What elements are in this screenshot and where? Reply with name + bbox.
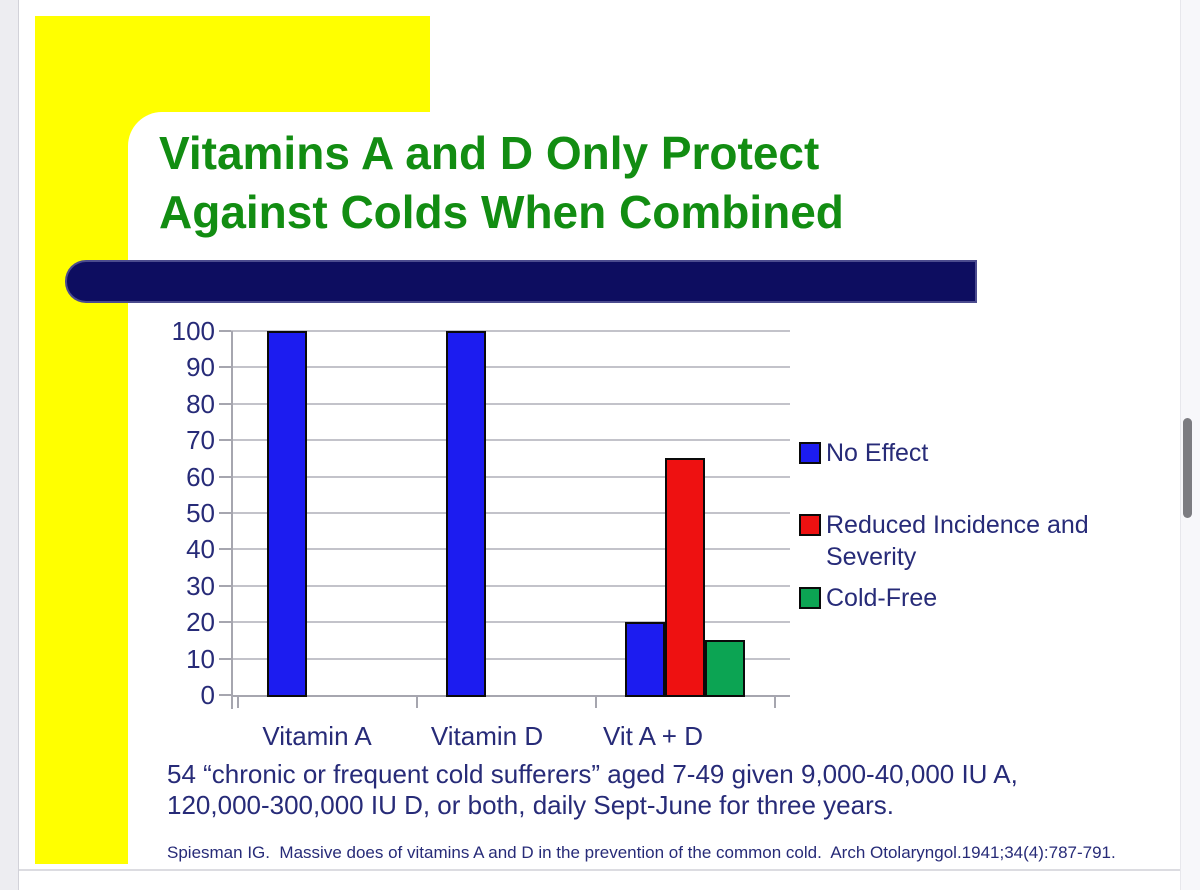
y-gridline: [231, 439, 790, 442]
y-axis-line: [231, 331, 233, 709]
citation-text: Spiesman IG. Massive does of vitamins A …: [167, 843, 1116, 862]
y-axis-tick: [219, 475, 231, 478]
y-axis-tick: [219, 512, 231, 514]
legend-swatch-reduced-incidence-and-severity: [799, 514, 821, 536]
y-axis-label: 30: [186, 570, 215, 601]
legend-item-cold-free: Cold-Free: [799, 582, 1151, 614]
scrollbar-thumb[interactable]: [1183, 418, 1192, 518]
legend-label-no-effect: No Effect: [826, 439, 929, 467]
y-axis-label: 60: [186, 461, 215, 492]
y-gridline: [231, 548, 790, 551]
bar-vit-a-d-reduced-incidence-and-severity: [665, 458, 705, 697]
bottom-divider: [18, 869, 1181, 871]
y-axis-label: 10: [186, 643, 215, 674]
scrollbar-track[interactable]: [1180, 0, 1200, 890]
y-axis-label: 50: [186, 498, 215, 528]
y-gridline: [231, 330, 790, 332]
y-axis-tick: [219, 330, 231, 332]
y-axis-tick: [219, 657, 231, 660]
legend-label-reduced-incidence-and-severity: Reduced Incidence and Severity: [826, 511, 1089, 571]
legend-label-cold-free: Cold-Free: [826, 584, 938, 612]
x-axis-tick: [595, 697, 597, 708]
y-axis-label: 20: [186, 607, 215, 638]
bar-vitamin-a-no-effect: [267, 331, 307, 697]
study-description: 54 “chronic or frequent cold sufferers” …: [167, 759, 1018, 821]
y-axis-label: 40: [186, 534, 215, 565]
y-axis-tick: [219, 694, 231, 696]
y-gridline: [231, 366, 790, 369]
x-axis-label-vit-a-d: Vit A + D: [603, 721, 703, 751]
y-axis-tick: [219, 548, 231, 551]
slide-title-line-1: Vitamins A and D Only Protect: [159, 127, 820, 179]
y-gridline: [231, 621, 790, 624]
x-axis-tick: [774, 697, 776, 708]
y-gridline: [231, 402, 790, 405]
y-axis-tick: [219, 366, 231, 369]
study-description-line-1: 54 “chronic or frequent cold sufferers” …: [167, 759, 1018, 789]
y-axis-label: 0: [200, 680, 215, 710]
navy-divider-bar: [65, 260, 977, 303]
y-axis-tick: [219, 621, 231, 624]
x-axis-label-vitamin-d: Vitamin D: [430, 721, 544, 751]
legend-swatch-cold-free: [799, 587, 821, 609]
x-axis-label-vitamin-a: Vitamin A: [262, 721, 372, 751]
legend-item-reduced-incidence-and-severity: Reduced Incidence and Severity: [799, 509, 1151, 573]
left-gutter: [0, 0, 19, 890]
y-gridline: [231, 475, 790, 478]
slide-title: Vitamins A and D Only Protect Against Col…: [159, 124, 844, 242]
y-axis-label: 90: [186, 352, 215, 383]
y-axis-tick: [219, 402, 231, 405]
y-axis-label: 100: [171, 316, 215, 346]
slide-title-line-2: Against Colds When Combined: [159, 186, 844, 238]
legend-swatch-no-effect: [799, 442, 821, 464]
legend-item-no-effect: No Effect: [799, 437, 1151, 469]
bar-vitamin-d-no-effect: [446, 331, 486, 697]
x-axis-line: [231, 695, 790, 697]
x-axis-tick: [237, 697, 239, 708]
y-axis-tick: [219, 439, 231, 442]
y-axis-label: 80: [186, 388, 215, 419]
x-axis-tick: [416, 697, 418, 708]
y-gridline: [231, 657, 790, 660]
y-gridline: [231, 584, 790, 587]
y-gridline: [231, 512, 790, 514]
bar-vit-a-d-no-effect: [625, 622, 665, 697]
y-axis-tick: [219, 584, 231, 587]
bar-vit-a-d-cold-free: [705, 640, 745, 697]
study-description-line-2: 120,000-300,000 IU D, or both, daily Sep…: [167, 790, 894, 820]
y-axis-label: 70: [186, 425, 215, 456]
